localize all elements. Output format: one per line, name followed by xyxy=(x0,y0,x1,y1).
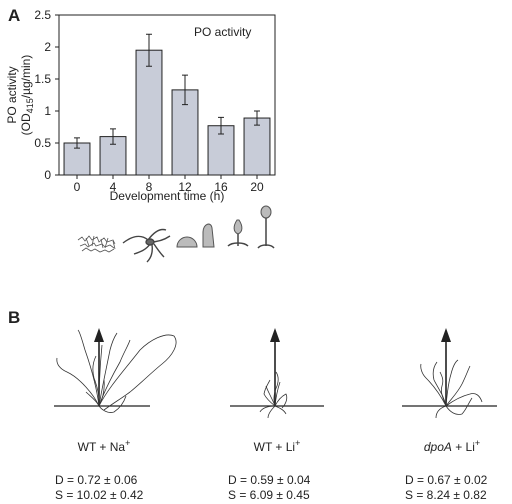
x-tick-label: 4 xyxy=(110,180,117,194)
arrow-head xyxy=(441,328,451,342)
y-tick-label: 1.5 xyxy=(34,72,51,86)
d-stat-dpoa-li: D = 0.67 ± 0.02 xyxy=(405,473,488,487)
s-stat-wt-li: S = 6.09 ± 0.45 xyxy=(228,488,310,502)
plot-caption-wt-na: WT + Na+ xyxy=(78,438,131,454)
plot-frame xyxy=(58,14,276,176)
x-tick-label: 12 xyxy=(178,180,192,194)
trajectory-plot-dpoa-li: dpoA + Li+ D = 0.67 ± 0.02 S = 8.24 ± 0.… xyxy=(402,328,497,502)
migrating-slug-streams-icon xyxy=(122,228,171,263)
trajectory-plot-wt-li: WT + Li+ D = 0.59 ± 0.04 S = 6.09 ± 0.45 xyxy=(228,328,324,502)
development-stage-icons xyxy=(77,205,275,263)
bars-layer xyxy=(63,49,271,176)
bar-20h xyxy=(243,117,271,176)
y-tick-label: 2.5 xyxy=(34,8,51,22)
chart-title: PO activity xyxy=(194,25,251,39)
cell-paths xyxy=(259,371,288,419)
cell-paths xyxy=(56,329,177,413)
x-tick-label: 0 xyxy=(74,180,81,194)
fruiting-body-icon xyxy=(257,205,275,249)
panel-a-label: A xyxy=(8,6,20,25)
x-axis-title: Development time (h) xyxy=(110,189,225,203)
error-bars-layer xyxy=(74,33,260,149)
x-tick-label: 20 xyxy=(250,180,264,194)
arrow-head xyxy=(94,328,104,342)
plot-caption-wt-li: WT + Li+ xyxy=(254,438,301,454)
y-axis-title-line1: PO activity xyxy=(5,66,19,123)
x-tick-label: 16 xyxy=(214,180,228,194)
culminant-icon xyxy=(227,219,249,247)
x-tick-label: 8 xyxy=(146,180,153,194)
panel-b-label: B xyxy=(8,308,20,327)
error-bar-12h xyxy=(182,74,188,106)
y-tick-label: 2 xyxy=(44,40,51,54)
arrow-head xyxy=(270,328,280,342)
y-tick-label: 1 xyxy=(44,104,51,118)
error-bar-8h xyxy=(146,33,152,67)
error-bar-16h xyxy=(218,116,224,135)
y-ticks: 0 0.5 1 1.5 2 2.5 xyxy=(34,8,59,182)
mound-icon xyxy=(176,236,198,248)
cell-paths xyxy=(420,359,483,419)
bar-16h xyxy=(207,125,235,176)
trajectory-plot-wt-na: WT + Na+ D = 0.72 ± 0.06 S = 10.02 ± 0.4… xyxy=(54,328,177,502)
s-stat-dpoa-li: S = 8.24 ± 0.82 xyxy=(405,488,487,502)
s-stat-wt-na: S = 10.02 ± 0.42 xyxy=(55,488,144,502)
error-bar-20h xyxy=(254,110,260,126)
error-bar-0h xyxy=(74,137,80,149)
x-ticks: 0 4 8 12 16 20 xyxy=(74,175,264,194)
plot-caption-dpoa-li: dpoA + Li+ xyxy=(424,438,480,454)
error-bar-4h xyxy=(110,128,116,145)
po-activity-chart: 0 0.5 1 1.5 2 2.5 0 4 8 12 16 20 PO activity Devel… xyxy=(5,8,276,203)
d-stat-wt-na: D = 0.72 ± 0.06 xyxy=(55,473,138,487)
tipped-mound-icon xyxy=(202,223,215,248)
y-tick-label: 0.5 xyxy=(34,136,51,150)
y-axis-title-line2: (OD415/µg/min) xyxy=(19,55,35,136)
y-tick-label: 0 xyxy=(44,168,51,182)
bar-8h xyxy=(135,49,163,176)
d-stat-wt-li: D = 0.59 ± 0.04 xyxy=(228,473,311,487)
y-axis-title: PO activity (OD415/µg/min) xyxy=(5,55,35,136)
loose-aggregate-icon xyxy=(77,235,116,253)
